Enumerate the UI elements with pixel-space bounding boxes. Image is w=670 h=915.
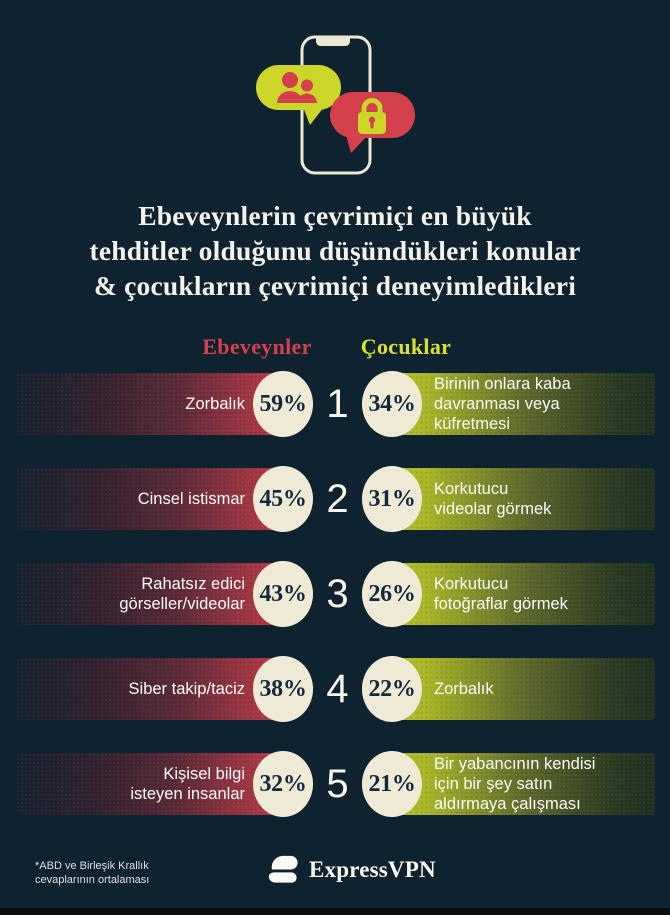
parent-label: Rahatsız edici görseller/videolar xyxy=(119,575,245,613)
chat-bubble-people-icon xyxy=(256,65,341,125)
parent-label: Siber takip/taciz xyxy=(128,680,245,698)
bottom-edge xyxy=(0,908,670,915)
rank-number: 4 xyxy=(326,666,349,711)
expressvpn-icon xyxy=(268,855,298,883)
child-label: Birinin onlara kaba davranması veya küfr… xyxy=(434,375,571,433)
column-header-parents: Ebeveynler xyxy=(202,334,312,359)
brand-wordmark: ExpressVPN xyxy=(309,857,436,882)
child-label: Korkutucu videolar görmek xyxy=(434,480,552,518)
column-header-children: Çocuklar xyxy=(360,334,452,359)
rank-number: 1 xyxy=(326,381,349,426)
child-value-badge: 34% xyxy=(362,371,422,437)
parent-value-badge: 38% xyxy=(253,656,313,722)
comparison-row: Rahatsız edici görseller/videolar 43% 3 … xyxy=(0,561,670,627)
hero-illustration xyxy=(256,35,415,175)
lock-icon xyxy=(358,98,386,134)
parent-value-badge: 59% xyxy=(253,371,313,437)
rank-number: 5 xyxy=(326,761,349,806)
parent-label: Kişisel bilgi isteyen insanlar xyxy=(130,765,245,803)
people-icon xyxy=(277,72,317,103)
chat-bubble-lock-icon xyxy=(330,92,415,153)
parent-label: Cinsel istismar xyxy=(137,490,245,508)
child-label: Bir yabancının kendisi için bir şey satı… xyxy=(434,755,596,813)
child-label: Korkutucu fotoğraflar görmek xyxy=(434,575,568,613)
child-value-badge: 26% xyxy=(362,561,422,627)
child-value-badge: 22% xyxy=(362,656,422,722)
parent-value-badge: 45% xyxy=(253,466,313,532)
child-value-badge: 31% xyxy=(362,466,422,532)
comparison-row: Siber takip/taciz 38% 4 22% Zorbalık xyxy=(0,656,670,722)
phone-notch xyxy=(316,38,350,46)
page-title: Ebeveynlerin çevrimiçi en büyük tehditle… xyxy=(89,200,581,301)
comparison-row: Zorbalık 59% 1 34% Birinin onlara kaba d… xyxy=(0,371,670,437)
parent-value-badge: 32% xyxy=(253,751,313,817)
child-label: Zorbalık xyxy=(434,680,494,698)
brand-logo: ExpressVPN xyxy=(263,848,436,892)
rank-number: 2 xyxy=(326,476,349,521)
footnote: *ABD ve Birleşik Krallık cevaplarının or… xyxy=(35,860,150,886)
comparison-row: Kişisel bilgi isteyen insanlar 32% 5 21%… xyxy=(0,751,670,817)
child-value-badge: 21% xyxy=(362,751,422,817)
rank-number: 3 xyxy=(326,571,349,616)
comparison-row: Cinsel istismar 45% 2 31% Korkutucu vide… xyxy=(0,466,670,532)
rows: Zorbalık 59% 1 34% Birinin onlara kaba d… xyxy=(0,371,670,817)
parent-label: Zorbalık xyxy=(185,395,245,413)
parent-value-badge: 43% xyxy=(253,561,313,627)
